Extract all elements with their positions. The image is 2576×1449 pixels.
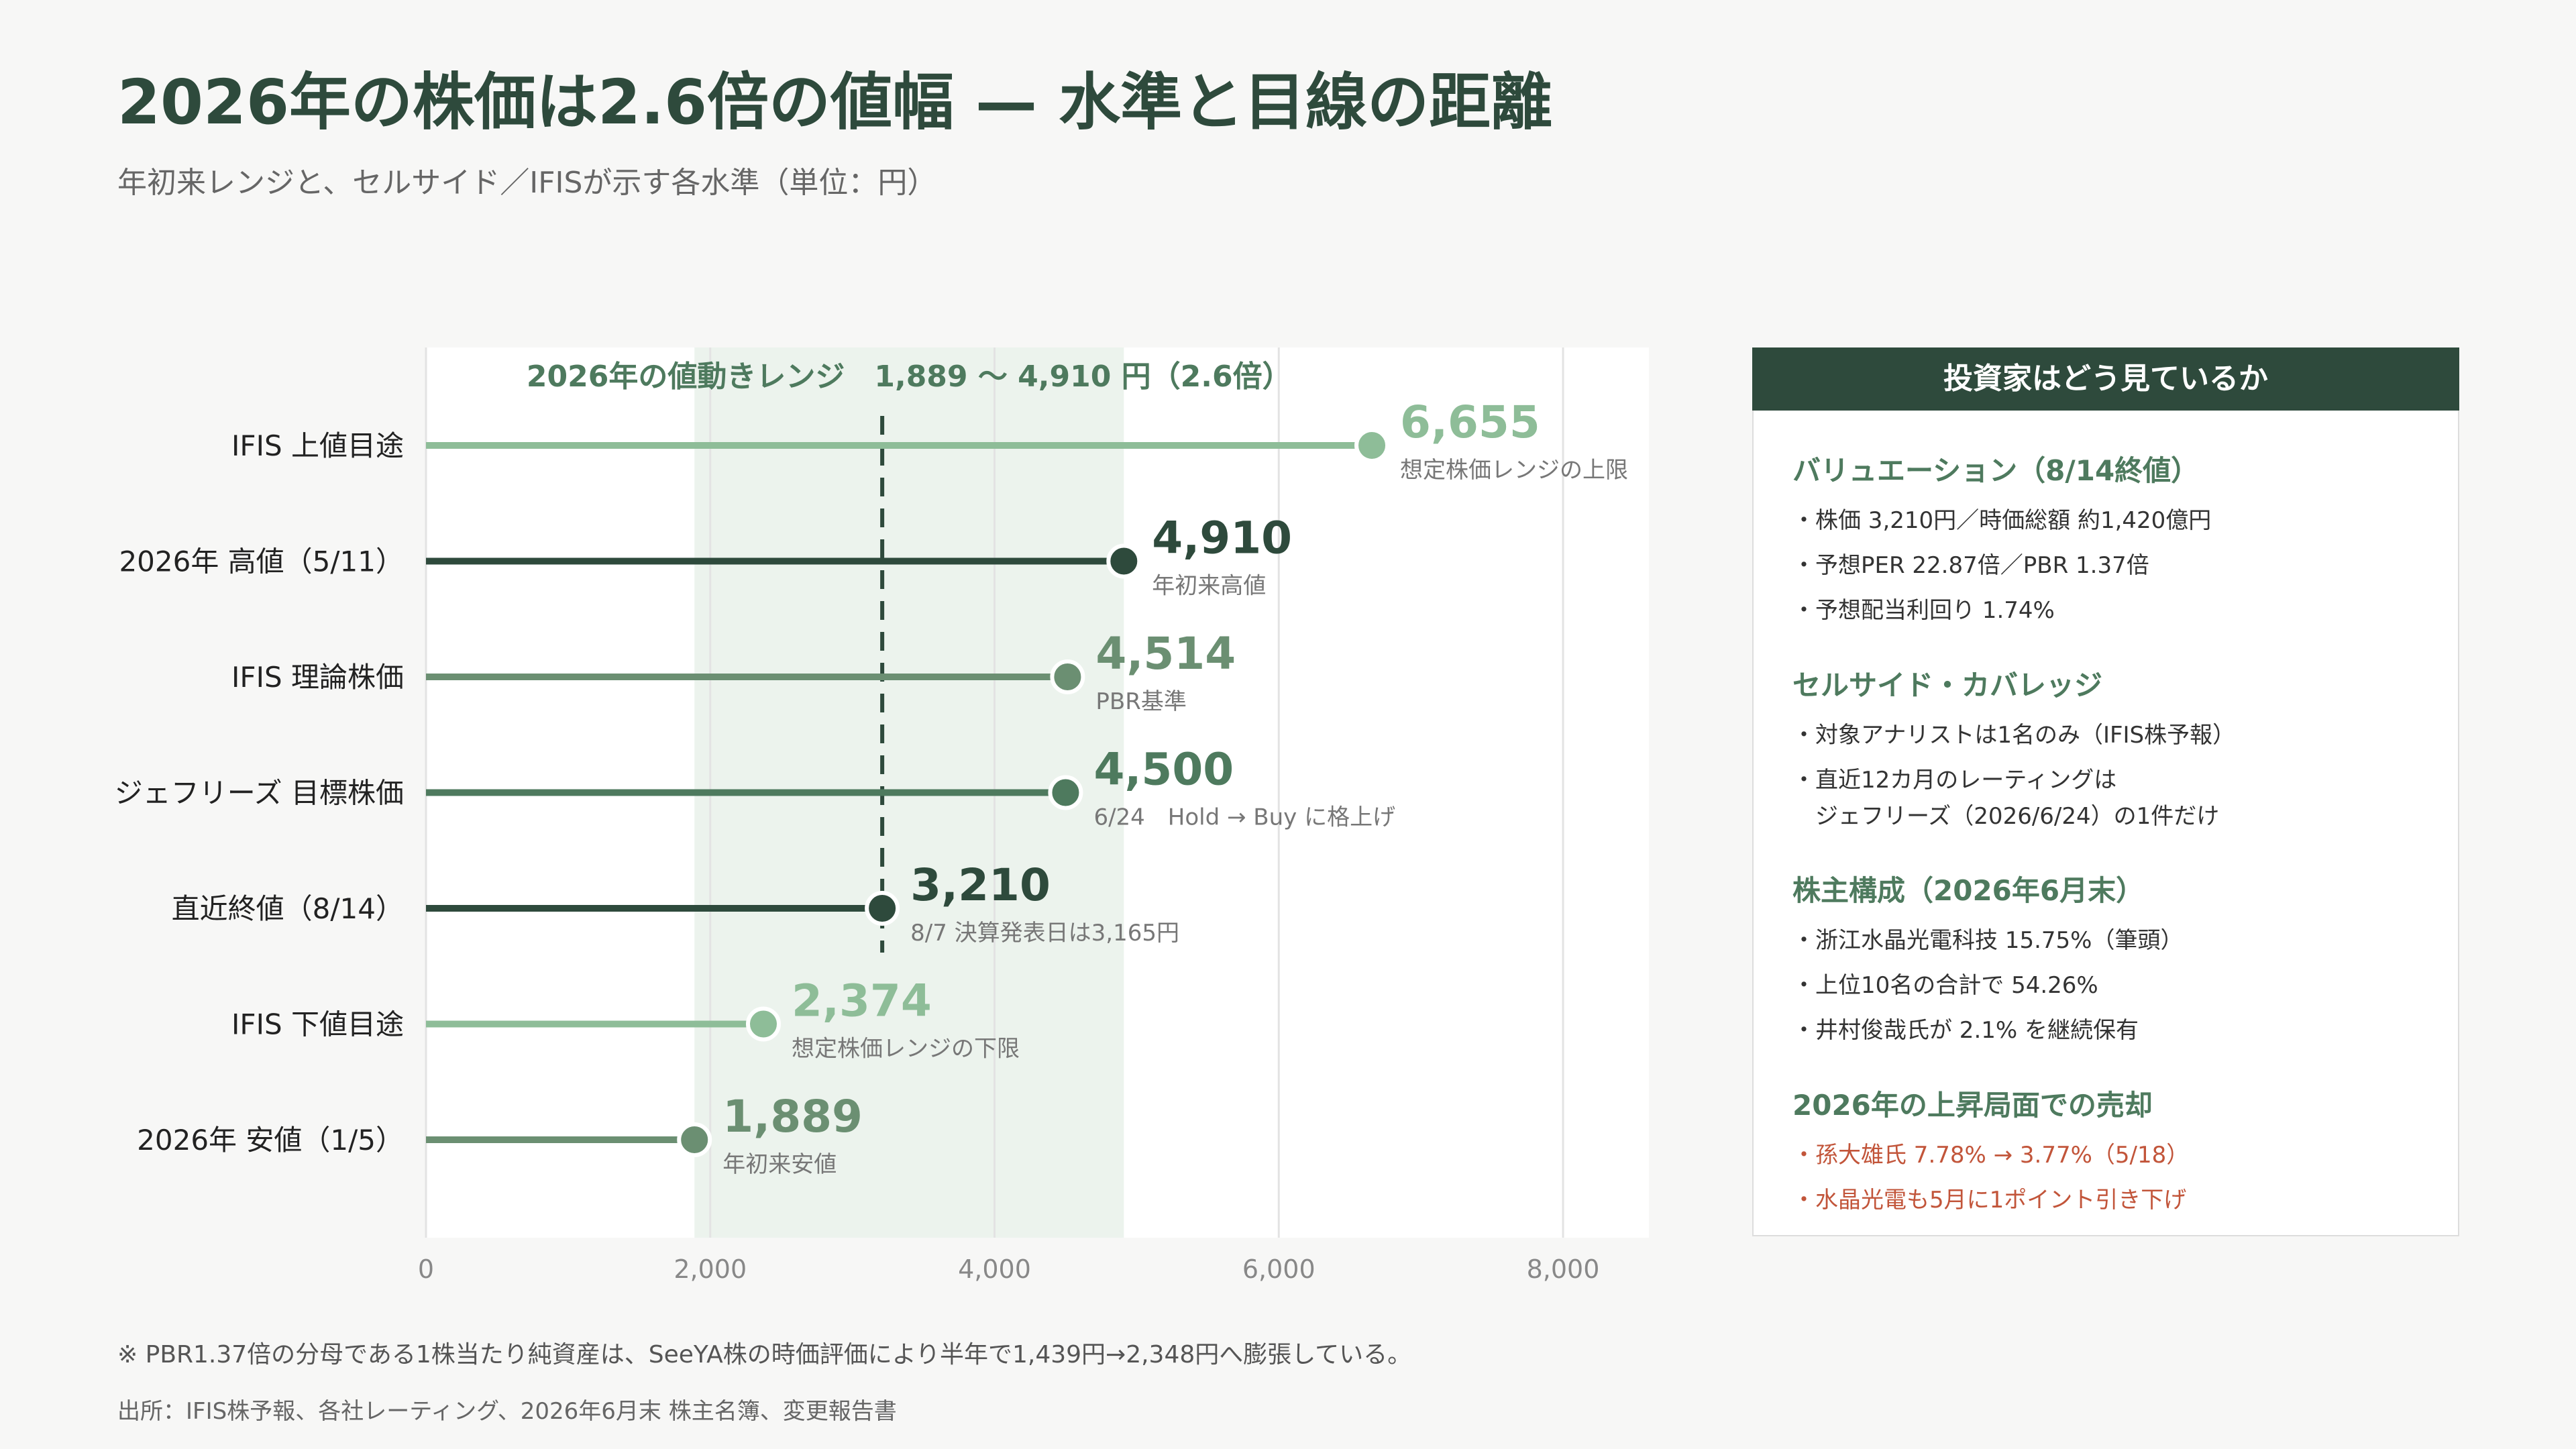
section-title: 株主構成（2026年6月末） bbox=[1792, 874, 2145, 907]
category-label: IFIS 下値目途 bbox=[231, 1008, 404, 1041]
point-3 bbox=[1048, 775, 1083, 810]
value-label: 4,514 bbox=[1095, 628, 1236, 680]
point-1 bbox=[1106, 543, 1142, 579]
section-item: ・井村俊哉氏が 2.1% を継続保有 bbox=[1792, 1017, 2139, 1044]
footnote: ※ PBR1.37倍の分母である1株当たり純資産は、SeeYA株の時価評価により… bbox=[117, 1341, 1412, 1368]
note-label: 年初来高値 bbox=[1152, 573, 1266, 600]
x-tick-label: 6,000 bbox=[1242, 1254, 1316, 1284]
section-item: ・予想PER 22.87倍／PBR 1.37倍 bbox=[1792, 552, 2149, 579]
section-item: ・予想配当利回り 1.74% bbox=[1792, 597, 2055, 624]
category-label: 2026年 安値（1/5） bbox=[137, 1124, 404, 1157]
section-item: ・上位10名の合計で 54.26% bbox=[1792, 972, 2098, 999]
section-title: 2026年の上昇局面での売却 bbox=[1792, 1089, 2153, 1122]
value-label: 3,210 bbox=[910, 859, 1051, 911]
value-label: 1,889 bbox=[722, 1091, 863, 1142]
panel-section: セルサイド・カバレッジ・対象アナリストは1名のみ（IFIS株予報） ・直近12カ月… bbox=[1792, 663, 2458, 839]
page-title: 2026年の株価は2.6倍の値幅 — 水準と目線の距離 bbox=[117, 66, 1553, 138]
section-title: セルサイド・カバレッジ bbox=[1792, 669, 2103, 702]
point-4 bbox=[865, 891, 900, 926]
value-label: 6,655 bbox=[1400, 396, 1540, 448]
section-item: ・株価 3,210円／時価総額 約1,420億円 bbox=[1792, 507, 2212, 534]
note-label: 想定株価レンジの上限 bbox=[1400, 457, 1628, 484]
x-tick-label: 0 bbox=[418, 1254, 434, 1284]
x-tick-label: 8,000 bbox=[1527, 1254, 1600, 1284]
range-label: 2026年の値動きレンジ 1,889 〜 4,910 円（2.6倍） bbox=[527, 360, 1292, 394]
page-subtitle: 年初来レンジと、セルサイド／IFISが示す各水準（単位：円） bbox=[117, 166, 937, 200]
panel-section: 株主構成（2026年6月末） ・浙江水晶光電科技 15.75%（筆頭） ・上位10名… bbox=[1792, 868, 2458, 1053]
point-5 bbox=[745, 1006, 781, 1042]
x-tick-label: 2,000 bbox=[674, 1254, 747, 1284]
category-label: 直近終値（8/14） bbox=[172, 892, 404, 925]
point-6 bbox=[677, 1122, 712, 1157]
investor-view-panel: 投資家はどう見ているか バリュエーション（8/14終値） ・株価 3,210円／時… bbox=[1752, 347, 2459, 1236]
category-label: IFIS 上値目途 bbox=[231, 429, 404, 462]
point-0 bbox=[1354, 428, 1390, 463]
section-item: ・対象アナリストは1名のみ（IFIS株予報） bbox=[1792, 722, 2236, 749]
value-label: 4,910 bbox=[1152, 513, 1292, 564]
x-tick-label: 4,000 bbox=[958, 1254, 1031, 1284]
note-label: 想定株価レンジの下限 bbox=[792, 1036, 1020, 1063]
section-item: ・水晶光電も5月に1ポイント引き下げ bbox=[1792, 1187, 2187, 1214]
section-item: ・浙江水晶光電科技 15.75%（筆頭） bbox=[1792, 927, 2184, 954]
panel-body: バリュエーション（8/14終値） ・株価 3,210円／時価総額 約1,420億円… bbox=[1754, 411, 2458, 1223]
panel-section: 2026年の上昇局面での売却・孫大雄氏 7.78% → 3.77%（5/18） ・… bbox=[1792, 1083, 2458, 1223]
category-label: ジェフリーズ 目標株価 bbox=[115, 777, 404, 810]
value-label: 2,374 bbox=[792, 975, 932, 1027]
source-note: 出所：IFIS株予報、各社レーティング、2026年6月末 株主名簿、変更報告書 bbox=[117, 1398, 897, 1425]
note-label: 6/24 Hold → Buy に格上げ bbox=[1093, 804, 1395, 831]
category-label: IFIS 理論株価 bbox=[231, 661, 404, 694]
note-label: 8/7 決算発表日は3,165円 bbox=[910, 920, 1179, 947]
point-2 bbox=[1050, 659, 1085, 694]
section-item: ・直近12カ月のレーティングは ジェフリーズ（2026/6/24）の1件だけ bbox=[1792, 767, 2220, 830]
section-item: ・孫大雄氏 7.78% → 3.77%（5/18） bbox=[1792, 1142, 2190, 1169]
note-label: PBR基準 bbox=[1095, 688, 1186, 715]
section-title: バリュエーション（8/14終値） bbox=[1792, 454, 2200, 487]
value-label: 4,500 bbox=[1093, 744, 1234, 796]
panel-header: 投資家はどう見ているか bbox=[1752, 347, 2459, 411]
category-label: 2026年 高値（5/11） bbox=[119, 545, 404, 578]
price-level-chart: 0 2,000 4,000 6,000 8,000 2026年の値動きレンジ 1,889 … bbox=[114, 347, 1629, 1284]
note-label: 年初来安値 bbox=[722, 1151, 837, 1178]
panel-section: バリュエーション（8/14終値） ・株価 3,210円／時価総額 約1,420億円… bbox=[1792, 448, 2458, 633]
